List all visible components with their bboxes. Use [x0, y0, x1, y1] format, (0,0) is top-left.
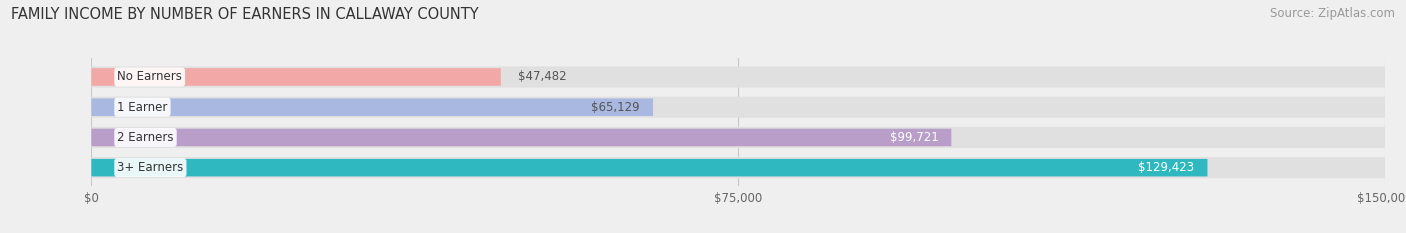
Text: No Earners: No Earners: [117, 71, 183, 83]
Text: $129,423: $129,423: [1139, 161, 1195, 174]
Text: $99,721: $99,721: [890, 131, 938, 144]
FancyBboxPatch shape: [91, 127, 1385, 148]
FancyBboxPatch shape: [91, 97, 1385, 118]
FancyBboxPatch shape: [91, 99, 652, 116]
Text: Source: ZipAtlas.com: Source: ZipAtlas.com: [1270, 7, 1395, 20]
Text: FAMILY INCOME BY NUMBER OF EARNERS IN CALLAWAY COUNTY: FAMILY INCOME BY NUMBER OF EARNERS IN CA…: [11, 7, 479, 22]
FancyBboxPatch shape: [91, 157, 1385, 178]
FancyBboxPatch shape: [91, 159, 1208, 176]
Text: 2 Earners: 2 Earners: [117, 131, 174, 144]
Text: 3+ Earners: 3+ Earners: [117, 161, 184, 174]
Text: 1 Earner: 1 Earner: [117, 101, 167, 114]
FancyBboxPatch shape: [91, 66, 1385, 88]
FancyBboxPatch shape: [91, 68, 501, 86]
Text: $65,129: $65,129: [592, 101, 640, 114]
Text: $47,482: $47,482: [517, 71, 567, 83]
FancyBboxPatch shape: [91, 129, 952, 146]
